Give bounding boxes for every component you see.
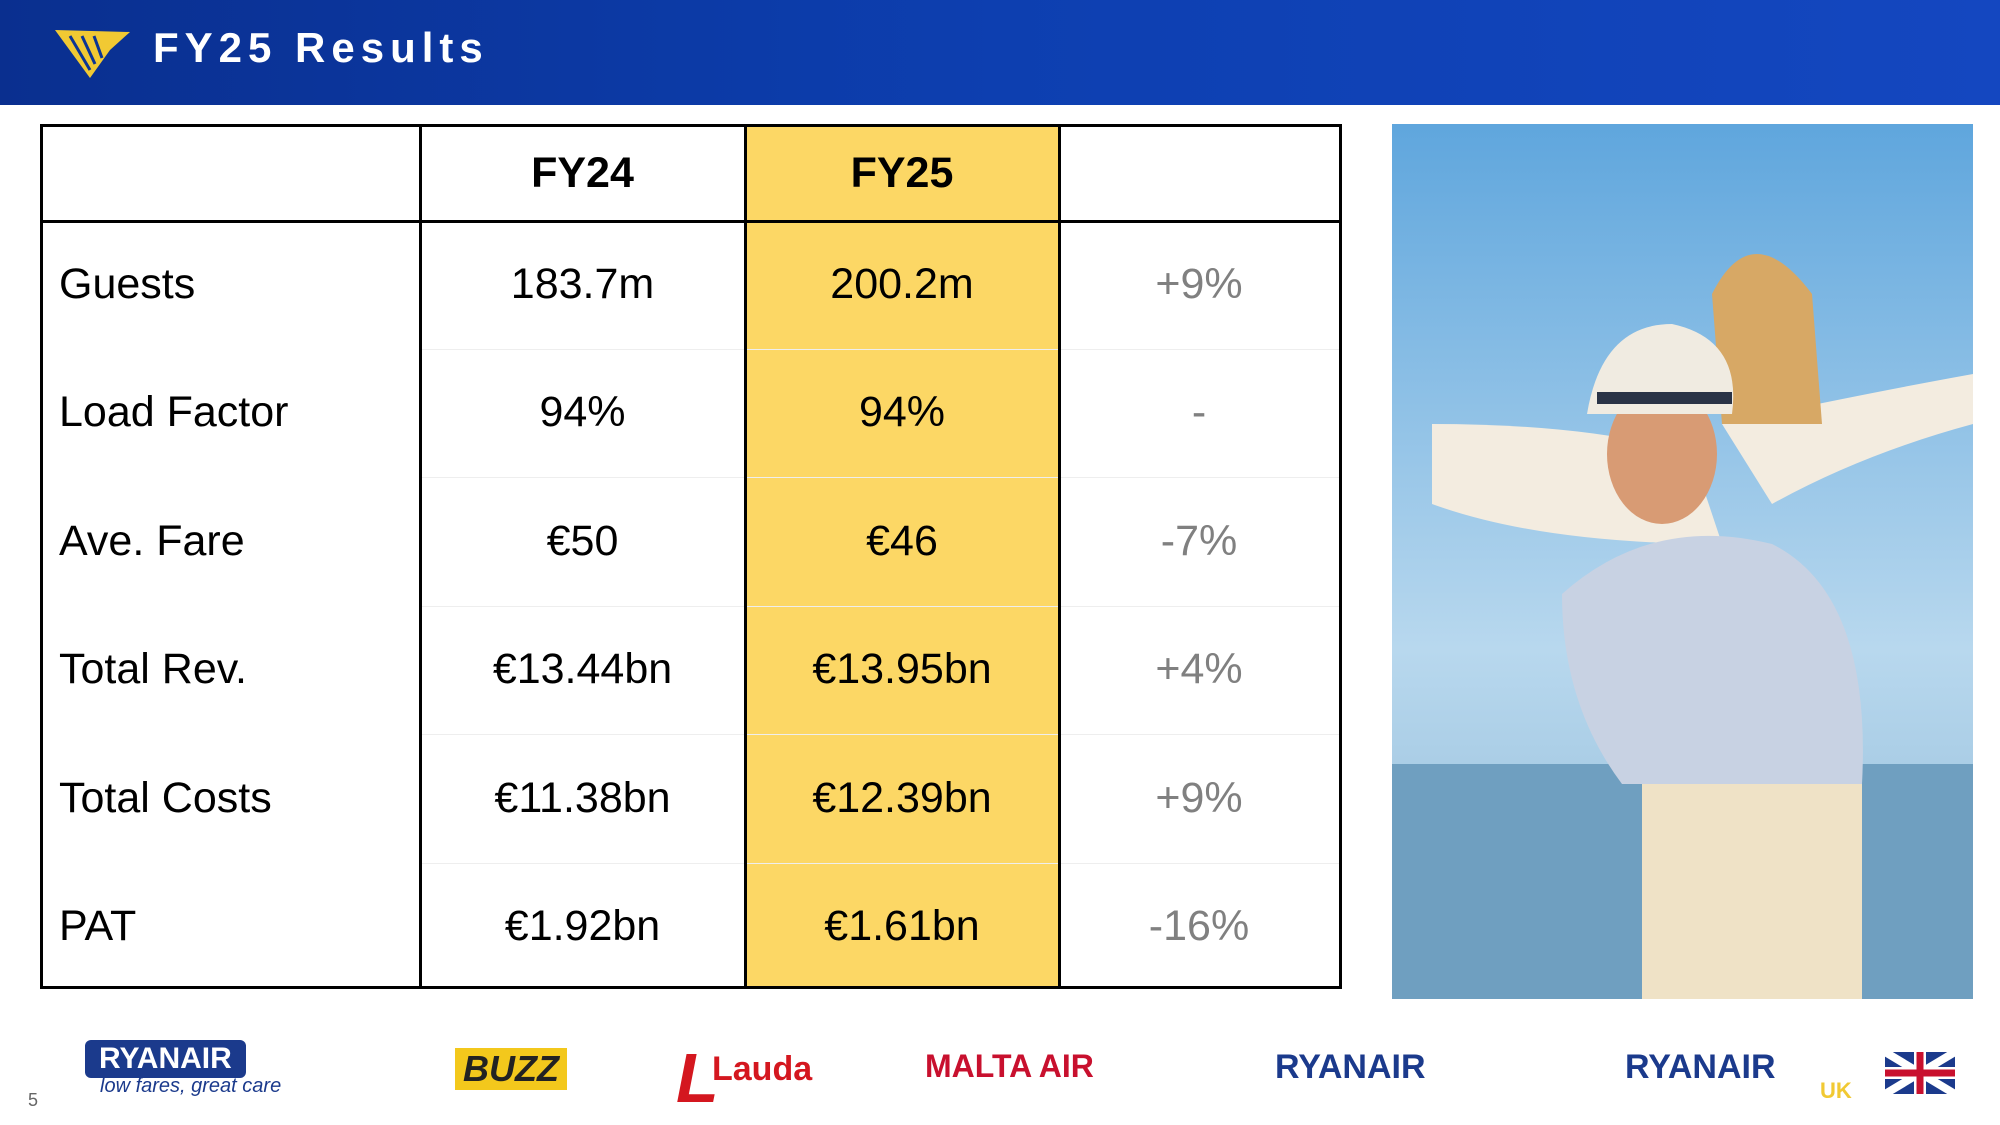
row-divider (420, 605, 1339, 607)
slide-title: FY25 Results (153, 24, 489, 71)
value-cell: €1.61bn (824, 902, 980, 951)
photo (1392, 124, 1973, 999)
value-cell: €11.38bn (494, 773, 671, 822)
malta-logo: MALTA AIR (925, 1048, 1094, 1084)
buzz-logo: BUZZ (455, 1048, 567, 1090)
lauda-logo: Lauda (712, 1050, 813, 1088)
fy25-highlight (745, 127, 1059, 986)
column-divider (744, 127, 747, 986)
row-divider (420, 348, 1339, 350)
value-cell: €1.92bn (504, 902, 661, 951)
page-number: 5 (28, 1090, 39, 1110)
header-bar: FY25 Results (0, 0, 2000, 105)
uk-flag (1885, 1052, 1955, 1094)
row-label: Guests (59, 259, 196, 308)
row-label: Total Rev. (59, 645, 247, 694)
row-divider (420, 477, 1339, 478)
value-cell: €13.95bn (812, 645, 992, 694)
change-cell: -16% (1148, 902, 1250, 951)
header-divider (43, 220, 1339, 223)
change-cell: +9% (1155, 259, 1243, 308)
lauda-mark: L (676, 1039, 719, 1117)
uk-label: UK (1820, 1078, 1852, 1103)
ryanair-logo-2: RYANAIR (1275, 1048, 1426, 1086)
value-cell: €12.39bn (812, 773, 992, 822)
value-cell: €50 (546, 516, 619, 565)
value-cell: 94% (539, 388, 626, 437)
change-cell: +4% (1155, 645, 1243, 694)
column-header: FY25 (850, 149, 954, 197)
column-divider (1058, 127, 1061, 986)
row-label: PAT (59, 902, 137, 951)
tagline: low fares, great care (100, 1075, 282, 1097)
row-divider (420, 862, 1339, 864)
ryanair-uk-logo: RYANAIR (1625, 1048, 1776, 1086)
change-cell: - (1191, 388, 1207, 437)
value-cell: €46 (866, 516, 938, 565)
results-table: FY24 FY25 Guests 183.7m 200.2m +9% Load Factor… (40, 124, 1342, 989)
column-header: FY24 (531, 149, 634, 197)
row-divider (420, 734, 1339, 735)
value-cell: 183.7m (510, 259, 655, 308)
value-cell: 200.2m (830, 259, 974, 308)
row-label: Load Factor (59, 388, 289, 437)
change-cell: +9% (1155, 773, 1243, 822)
row-label: Ave. Fare (59, 516, 245, 565)
value-cell: €13.44bn (492, 645, 673, 694)
ryanair-logo: RYANAIR (85, 1040, 246, 1078)
value-cell: 94% (858, 388, 946, 437)
row-label: Total Costs (59, 773, 272, 822)
change-cell: -7% (1160, 516, 1238, 565)
column-divider (419, 127, 422, 986)
harp-icon (55, 30, 130, 78)
